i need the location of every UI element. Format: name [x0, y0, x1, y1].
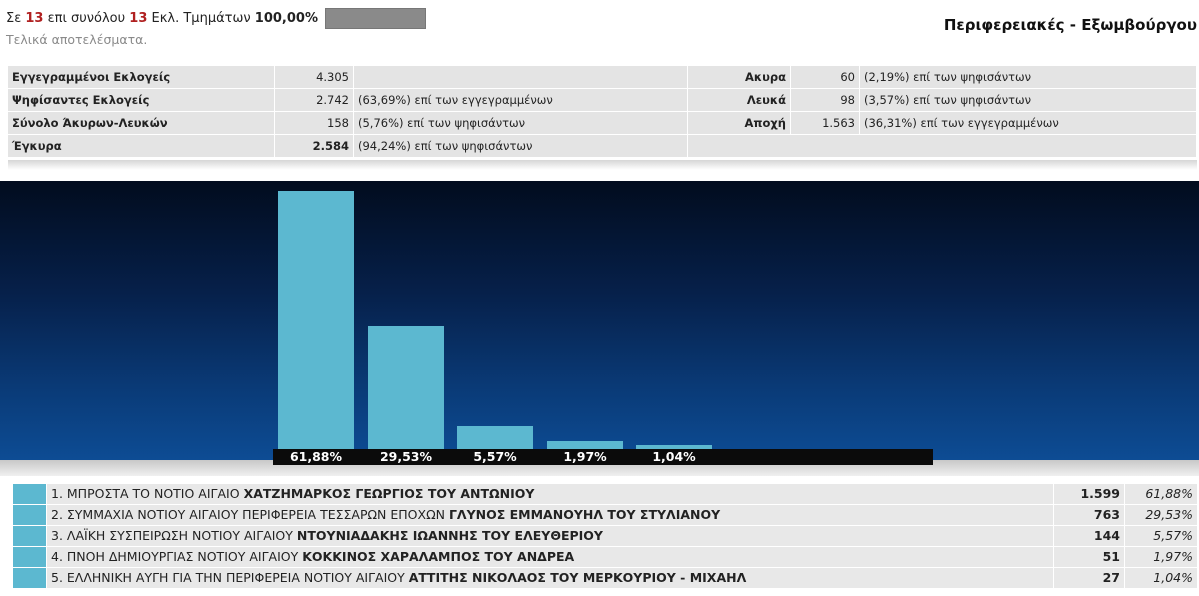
bar-value-label-4: 1,97%	[563, 449, 607, 464]
abstention-pct: (36,31%) επί των εγγεγραμμένων	[860, 112, 1197, 135]
blank-pct: (3,57%) επί των ψηφισάντων	[860, 89, 1197, 112]
candidate-name: ΑΤΤΙΤΗΣ ΝΙΚΟΛΑΟΣ ΤΟΥ ΜΕΡΚΟΥΡΙΟΥ - ΜΙΧΑΗΛ	[408, 570, 747, 585]
empty-cell	[688, 135, 1197, 158]
percent-value: 1,97%	[1125, 547, 1197, 567]
voted-label: Ψηφίσαντες Εκλογείς	[8, 89, 275, 112]
voted-pct: (63,69%) επί των εγγεγραμμένων	[354, 89, 688, 112]
abstention-value: 1.563	[791, 112, 860, 135]
bar-value-label-5: 1,04%	[652, 449, 696, 464]
abstention-label: Αποχή	[688, 112, 791, 135]
stats-row: Έγκυρα 2.584 (94,24%) επί των ψηφισάντων	[8, 135, 1197, 158]
candidate-name: ΚΟΚΚΙΝΟΣ ΧΑΡΑΛΑΜΠΟΣ ΤΟΥ ΑΝΔΡΕΑ	[302, 549, 575, 564]
value-label-strip	[273, 449, 933, 465]
invalid-pct: (2,19%) επί των ψηφισάντων	[860, 66, 1197, 89]
legend-row[interactable]: 5. ΕΛΛΗΝΙΚΗ ΑΥΓΗ ΓΙΑ ΤΗΝ ΠΕΡΙΦΕΡΕΙΑ ΝΟΤΙ…	[13, 568, 1197, 589]
invalid-blank-pct: (5,76%) επί των ψηφισάντων	[354, 112, 688, 135]
stats-table: Εγγεγραμμένοι Εκλογείς 4.305 Ακυρα 60 (2…	[8, 66, 1197, 158]
percent-counted: 100,00%	[254, 11, 318, 26]
percent-value: 61,88%	[1125, 484, 1197, 504]
percent-value: 5,57%	[1125, 526, 1197, 546]
party-name: 1. ΜΠΡΟΣΤΑ ΤΟ ΝΟΤΙΟ ΑΙΓΑΙΟ	[51, 486, 240, 501]
legend-name: 1. ΜΠΡΟΣΤΑ ΤΟ ΝΟΤΙΟ ΑΙΓΑΙΟ ΧΑΤΖΗΜΑΡΚΟΣ Γ…	[47, 484, 1054, 504]
invalid-value: 60	[791, 66, 860, 89]
valid-label: Έγκυρα	[8, 135, 275, 158]
divider	[8, 160, 1197, 170]
legend-name: 2. ΣΥΜΜΑΧΙΑ ΝΟΤΙΟΥ ΑΙΓΑΙΟΥ ΠΕΡΙΦΕΡΕΙΑ ΤΕ…	[47, 505, 1054, 525]
results-legend: 1. ΜΠΡΟΣΤΑ ΤΟ ΝΟΤΙΟ ΑΙΓΑΙΟ ΧΑΤΖΗΜΑΡΚΟΣ Γ…	[13, 484, 1197, 589]
total-count: 13	[129, 11, 148, 26]
counting-line: Σε 13 επι συνόλου 13 Εκλ. Τμημάτων 100,0…	[6, 8, 427, 29]
party-name: 4. ΠΝΟΗ ΔΗΜΙΟΥΡΓΙΑΣ ΝΟΤΙΟΥ ΑΙΓΑΙΟΥ	[51, 549, 299, 564]
color-swatch	[13, 526, 47, 546]
percent-value: 29,53%	[1125, 505, 1197, 525]
candidate-name: ΝΤΟΥΝΙΑΔΑΚΗΣ ΙΩΑΝΝΗΣ ΤΟΥ ΕΛΕΥΘΕΡΙΟΥ	[296, 528, 603, 543]
legend-row[interactable]: 3. ΛΑΪΚΗ ΣΥΣΠΕΙΡΩΣΗ ΝΟΤΙΟΥ ΑΙΓΑΙΟΥ ΝΤΟΥΝ…	[13, 526, 1197, 547]
stats-row: Ψηφίσαντες Εκλογείς 2.742 (63,69%) επί τ…	[8, 89, 1197, 112]
legend-row[interactable]: 2. ΣΥΜΜΑΧΙΑ ΝΟΤΙΟΥ ΑΙΓΑΙΟΥ ΠΕΡΙΦΕΡΕΙΑ ΤΕ…	[13, 505, 1197, 526]
party-name: 2. ΣΥΜΜΑΧΙΑ ΝΟΤΙΟΥ ΑΙΓΑΙΟΥ ΠΕΡΙΦΕΡΕΙΑ ΤΕ…	[51, 507, 445, 522]
voted-value: 2.742	[275, 89, 354, 112]
votes-value: 1.599	[1054, 484, 1125, 504]
region-title: Περιφερειακές - Εξωμβούργου	[943, 16, 1197, 34]
bar-value-label-1: 61,88%	[289, 449, 343, 464]
legend-row[interactable]: 4. ΠΝΟΗ ΔΗΜΙΟΥΡΓΙΑΣ ΝΟΤΙΟΥ ΑΙΓΑΙΟΥ ΚΟΚΚΙ…	[13, 547, 1197, 568]
bar-2	[368, 326, 444, 449]
legend-name: 3. ΛΑΪΚΗ ΣΥΣΠΕΙΡΩΣΗ ΝΟΤΙΟΥ ΑΙΓΑΙΟΥ ΝΤΟΥΝ…	[47, 526, 1054, 546]
percent-value: 1,04%	[1125, 568, 1197, 588]
votes-value: 27	[1054, 568, 1125, 588]
blank-value: 98	[791, 89, 860, 112]
suffix-text: Εκλ. Τμημάτων	[151, 11, 251, 26]
invalid-label: Ακυρα	[688, 66, 791, 89]
counted-count: 13	[25, 11, 44, 26]
bar-value-label-3: 5,57%	[473, 449, 517, 464]
color-swatch	[13, 505, 47, 525]
valid-value: 2.584	[275, 135, 354, 158]
party-name: 5. ΕΛΛΗΝΙΚΗ ΑΥΓΗ ΓΙΑ ΤΗΝ ΠΕΡΙΦΕΡΕΙΑ ΝΟΤΙ…	[51, 570, 405, 585]
color-swatch	[13, 568, 47, 588]
registered-pct	[354, 66, 688, 89]
legend-name: 5. ΕΛΛΗΝΙΚΗ ΑΥΓΗ ΓΙΑ ΤΗΝ ΠΕΡΙΦΕΡΕΙΑ ΝΟΤΙ…	[47, 568, 1054, 588]
final-results-subtitle: Τελικά αποτελέσματα.	[6, 32, 148, 47]
bar-value-label-2: 29,53%	[379, 449, 433, 464]
registered-value: 4.305	[275, 66, 354, 89]
blank-label: Λευκά	[688, 89, 791, 112]
bar-1	[278, 191, 354, 449]
stats-row: Σύνολο Άκυρων-Λευκών 158 (5,76%) επί των…	[8, 112, 1197, 135]
registered-label: Εγγεγραμμένοι Εκλογείς	[8, 66, 275, 89]
middle-text: επι συνόλου	[47, 11, 126, 26]
party-name: 3. ΛΑΪΚΗ ΣΥΣΠΕΙΡΩΣΗ ΝΟΤΙΟΥ ΑΙΓΑΙΟΥ	[51, 528, 293, 543]
legend-name: 4. ΠΝΟΗ ΔΗΜΙΟΥΡΓΙΑΣ ΝΟΤΙΟΥ ΑΙΓΑΙΟΥ ΚΟΚΚΙ…	[47, 547, 1054, 567]
counting-status: Σε 13 επι συνόλου 13 Εκλ. Τμημάτων 100,0…	[6, 8, 427, 47]
bar-5	[636, 445, 712, 449]
prefix-text: Σε	[6, 11, 22, 26]
invalid-blank-value: 158	[275, 112, 354, 135]
progress-bar	[325, 8, 427, 29]
candidate-name: ΧΑΤΖΗΜΑΡΚΟΣ ΓΕΩΡΓΙΟΣ ΤΟΥ ΑΝΤΩΝΙΟΥ	[243, 486, 535, 501]
legend-row[interactable]: 1. ΜΠΡΟΣΤΑ ΤΟ ΝΟΤΙΟ ΑΙΓΑΙΟ ΧΑΤΖΗΜΑΡΚΟΣ Γ…	[13, 484, 1197, 505]
valid-pct: (94,24%) επί των ψηφισάντων	[354, 135, 688, 158]
votes-value: 763	[1054, 505, 1125, 525]
bar-3	[457, 426, 533, 449]
votes-value: 144	[1054, 526, 1125, 546]
stats-row: Εγγεγραμμένοι Εκλογείς 4.305 Ακυρα 60 (2…	[8, 66, 1197, 89]
color-swatch	[13, 484, 47, 504]
color-swatch	[13, 547, 47, 567]
invalid-blank-label: Σύνολο Άκυρων-Λευκών	[8, 112, 275, 135]
votes-value: 51	[1054, 547, 1125, 567]
candidate-name: ΓΛΥΝΟΣ ΕΜΜΑΝΟΥΗΛ ΤΟΥ ΣΤΥΛΙΑΝΟΥ	[448, 507, 721, 522]
bar-4	[547, 441, 623, 449]
results-chart	[0, 181, 1199, 460]
